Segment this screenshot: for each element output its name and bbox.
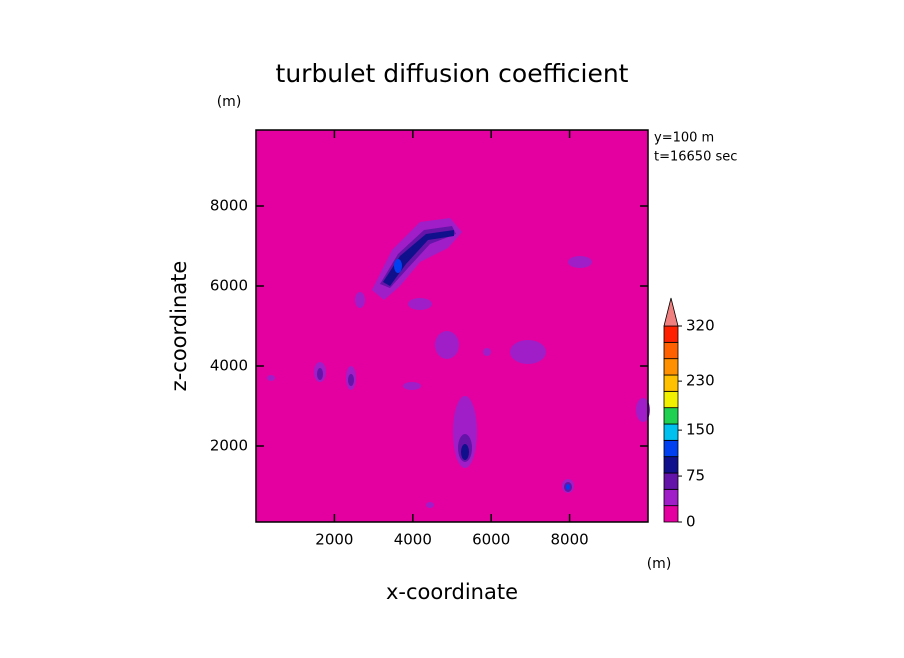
colorbar-band bbox=[663, 472, 679, 490]
plot-frame bbox=[255, 129, 649, 523]
y-tick-label: 4000 bbox=[210, 357, 248, 375]
colorbar-band bbox=[663, 505, 679, 523]
colorbar-extend bbox=[663, 297, 679, 327]
x-tick-label: 4000 bbox=[394, 531, 432, 549]
colorbar-tick-label: 320 bbox=[686, 317, 715, 335]
y-tick-label: 8000 bbox=[210, 197, 248, 215]
colorbar-band bbox=[663, 488, 679, 507]
colorbar-band bbox=[663, 439, 679, 458]
y-tick-label: 6000 bbox=[210, 277, 248, 295]
contour-level bbox=[383, 230, 469, 460]
x-unit: (m) bbox=[647, 556, 672, 572]
y-label: z-coordinate bbox=[167, 261, 191, 392]
x-tick-label: 8000 bbox=[551, 531, 589, 549]
colorbar-band bbox=[663, 407, 679, 425]
colorbar-tick-label: 75 bbox=[686, 467, 705, 485]
annotation: t=16650 sec bbox=[654, 150, 737, 165]
y-tick-label: 2000 bbox=[210, 437, 248, 455]
contour-level bbox=[394, 259, 570, 490]
colorbar-band bbox=[663, 456, 679, 474]
x-tick-label: 6000 bbox=[472, 531, 510, 549]
annotation: y=100 m bbox=[654, 131, 714, 146]
field-background bbox=[256, 130, 648, 522]
colorbar-band bbox=[663, 423, 679, 441]
y-unit: (m) bbox=[217, 94, 242, 110]
colorbar-tick-label: 150 bbox=[686, 421, 715, 439]
x-label: x-coordinate bbox=[386, 580, 518, 604]
colorbar-band bbox=[663, 358, 679, 376]
chart-title: turbulet diffusion coefficient bbox=[276, 59, 629, 88]
colorbar-tick-label: 0 bbox=[686, 513, 696, 531]
colorbar-band bbox=[663, 374, 679, 392]
x-tick-label: 2000 bbox=[315, 531, 353, 549]
colorbar-band bbox=[663, 341, 679, 360]
colorbar-band bbox=[663, 390, 679, 409]
colorbar-band bbox=[663, 325, 679, 343]
contour-field bbox=[256, 130, 650, 522]
colorbar-tick-label: 230 bbox=[686, 372, 715, 390]
